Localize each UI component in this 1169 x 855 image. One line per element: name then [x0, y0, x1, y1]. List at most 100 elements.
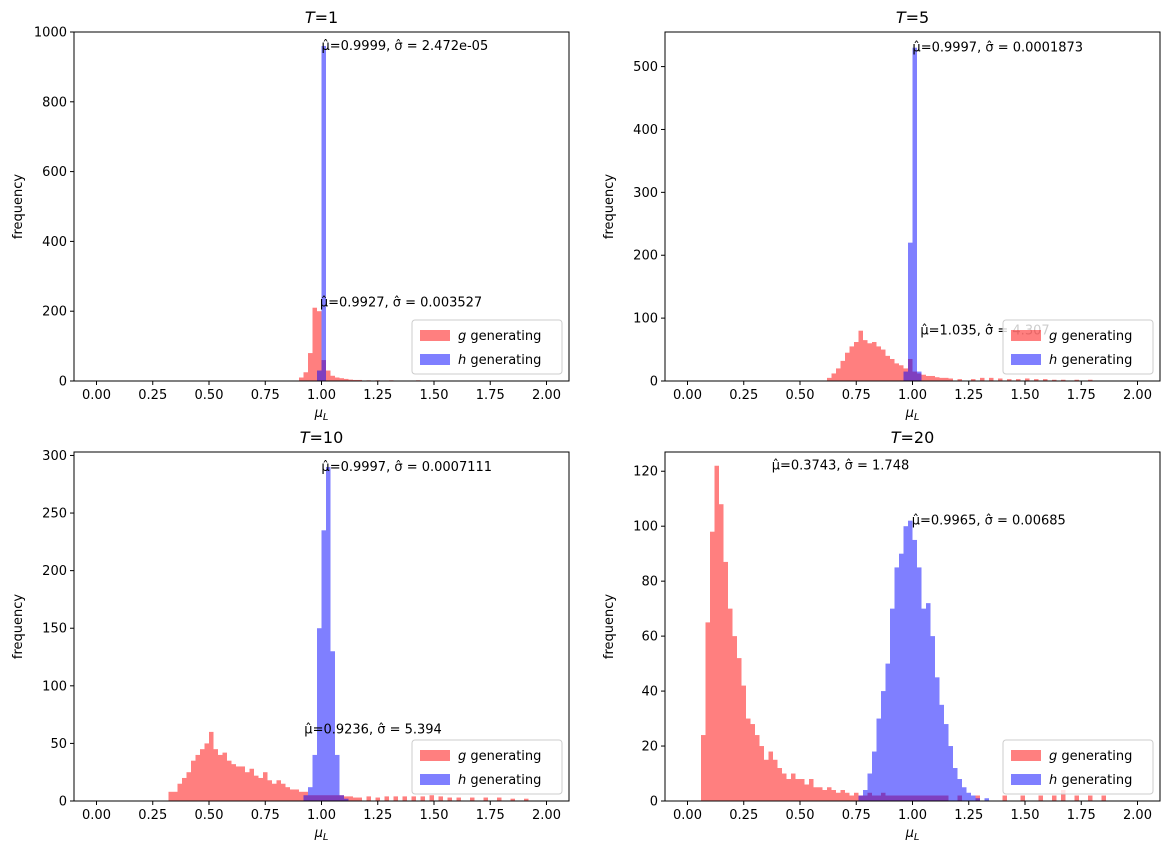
legend-label: g generating: [1049, 329, 1132, 344]
x-tick-label: 1.50: [420, 388, 449, 403]
histogram-bar: [317, 628, 322, 801]
stats-annotation: μ̂=0.9965, σ̂ = 0.00685: [912, 514, 1066, 529]
y-tick-label: 120: [633, 465, 658, 480]
histogram-bar: [420, 796, 425, 801]
histogram-bar: [303, 795, 308, 801]
x-tick-label: 2.00: [1123, 388, 1152, 403]
x-tick-label: 0.25: [138, 808, 167, 823]
legend-swatch: [1011, 750, 1041, 761]
y-tick-label: 40: [641, 685, 658, 700]
histogram-bar: [705, 622, 710, 801]
subplot-4: 0.00 0.25 0.50 0.75 1.00 1.25 1.50 1.75 2.00 0 20 4…: [602, 428, 1161, 843]
histogram-bar: [921, 374, 926, 381]
histogram-bar: [321, 530, 326, 801]
histogram-bar: [231, 764, 236, 801]
histogram-bar: [1007, 379, 1012, 381]
histogram-bar: [438, 796, 443, 801]
histogram-bar: [218, 754, 223, 801]
x-tick-label: 0.50: [786, 808, 815, 823]
histogram-bar: [876, 718, 881, 801]
histogram-bar: [195, 754, 200, 801]
histogram-bar: [1052, 795, 1057, 801]
histogram-bar: [741, 685, 746, 801]
histogram-bar: [344, 378, 349, 381]
histogram-bar: [1088, 379, 1093, 381]
histogram-bar: [510, 798, 515, 801]
histogram-bar: [290, 789, 295, 801]
histogram-bar: [1016, 379, 1021, 381]
x-tick-label: 1.00: [307, 388, 336, 403]
histogram-bar: [800, 779, 805, 801]
legend-label: h generating: [458, 773, 541, 788]
histogram-bar: [746, 718, 751, 801]
histogram-bar: [764, 759, 769, 801]
x-tick-label: 0.75: [842, 388, 871, 403]
y-tick-label: 50: [50, 737, 67, 752]
x-tick-label: 1.75: [476, 808, 505, 823]
histogram-bar: [836, 792, 841, 801]
histogram-bar: [1088, 795, 1093, 801]
histogram-bar: [719, 504, 724, 801]
legend-label: g generating: [458, 329, 541, 344]
histogram-bar: [254, 775, 259, 801]
histogram-bar: [885, 355, 890, 381]
histogram-bar: [827, 787, 832, 801]
histogram-bar: [971, 379, 976, 381]
y-tick-label: 800: [42, 95, 67, 110]
histogram-bar: [908, 520, 913, 801]
histogram-bar: [953, 768, 958, 801]
histogram-bar: [714, 465, 719, 801]
x-tick-label: 0.25: [729, 388, 758, 403]
legend-label: g generating: [1049, 749, 1132, 764]
histogram-bar: [966, 792, 971, 801]
histogram-bar: [813, 787, 818, 801]
histogram-bar: [809, 779, 814, 801]
histogram-bar: [795, 779, 800, 801]
histogram-bar: [308, 787, 313, 801]
histogram-bar: [272, 783, 277, 801]
subplot-1: 0.00 0.25 0.50 0.75 1.00 1.25 1.50 1.75 2.00 0 200…: [11, 8, 570, 423]
histogram-bar: [935, 377, 940, 381]
histogram-bar: [872, 751, 877, 801]
series-h-generating: [858, 520, 989, 801]
y-tick-label: 0: [650, 795, 658, 810]
y-tick-label: 500: [633, 60, 658, 75]
y-tick-label: 600: [42, 165, 67, 180]
x-tick-label: 1.25: [954, 808, 983, 823]
histogram-bar: [299, 791, 304, 801]
x-axis-label: μL: [314, 826, 329, 843]
histogram-bar: [917, 371, 922, 381]
x-tick-label: 0.25: [138, 388, 167, 403]
histogram-bar: [339, 795, 344, 801]
histogram-bar: [755, 735, 760, 801]
y-axis-label: frequency: [11, 594, 26, 660]
histogram-bar: [317, 370, 322, 381]
stats-annotation: μ̂=0.3743, σ̂ = 1.748: [772, 459, 910, 474]
histogram-bar: [840, 790, 845, 801]
histogram-bar: [876, 346, 881, 381]
histogram-bar: [249, 768, 254, 801]
x-tick-label: 0.50: [195, 388, 224, 403]
histogram-bar: [899, 365, 904, 381]
histogram-bar: [222, 752, 227, 801]
histogram-bar: [357, 379, 362, 381]
histogram-bar: [921, 608, 926, 801]
histogram-bar: [903, 371, 908, 381]
legend-label: h generating: [1049, 773, 1132, 788]
histogram-bar: [263, 772, 268, 801]
series-h-generating: [903, 47, 922, 381]
histogram-bar: [173, 791, 178, 801]
subplot-title: T=10: [300, 428, 344, 447]
histogram-bar: [1038, 795, 1043, 801]
histogram-bar: [863, 790, 868, 801]
histogram-bar: [827, 377, 832, 381]
histogram-bar: [939, 377, 944, 381]
histogram-bar: [894, 363, 899, 381]
histogram-bar: [818, 787, 823, 801]
x-tick-label: 1.25: [363, 388, 392, 403]
histogram-bar: [375, 797, 380, 801]
histogram-bar: [1061, 790, 1066, 801]
histogram-bar: [926, 375, 931, 381]
histogram-bar: [497, 797, 502, 801]
